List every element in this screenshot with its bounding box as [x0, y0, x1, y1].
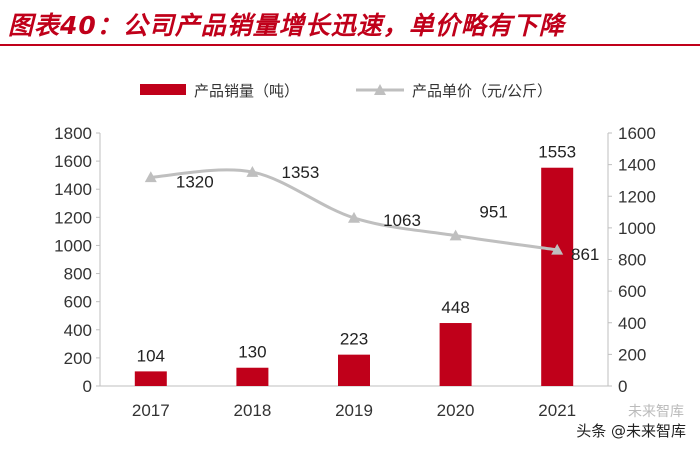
- right-tick-label: 800: [618, 251, 646, 270]
- right-tick-label: 1200: [618, 187, 656, 206]
- left-tick-label: 600: [64, 293, 92, 312]
- bar-value-label: 130: [238, 343, 266, 362]
- bar-value-label: 448: [441, 298, 469, 317]
- right-tick-label: 600: [618, 282, 646, 301]
- price-value-label: 1063: [383, 211, 421, 230]
- bar: [134, 371, 167, 386]
- price-value-label: 951: [479, 203, 507, 222]
- legend-line-marker: [374, 84, 386, 95]
- x-tick-label: 2021: [538, 401, 576, 420]
- bar: [236, 367, 269, 386]
- right-tick-label: 200: [618, 345, 646, 364]
- left-tick-label: 0: [83, 377, 92, 396]
- left-tick-label: 400: [64, 321, 92, 340]
- left-tick-label: 200: [64, 349, 92, 368]
- x-tick-label: 2020: [437, 401, 475, 420]
- price-value-label: 1353: [281, 163, 319, 182]
- watermark: 头条 @未来智库: [570, 418, 692, 443]
- right-tick-label: 1400: [618, 156, 656, 175]
- price-marker: [449, 229, 462, 241]
- price-value-label: 861: [571, 245, 599, 264]
- right-tick-label: 0: [618, 377, 627, 396]
- left-tick-label: 1200: [54, 208, 92, 227]
- right-tick-label: 400: [618, 314, 646, 333]
- right-tick-label: 1600: [618, 124, 656, 143]
- price-value-label: 1320: [176, 172, 214, 191]
- chart-title: 图表40：公司产品销量增长迅速，单价略有下降: [8, 11, 565, 40]
- x-tick-label: 2017: [132, 401, 170, 420]
- bar: [338, 354, 370, 386]
- legend-bar-swatch: [140, 84, 186, 95]
- left-tick-label: 1400: [54, 180, 92, 199]
- legend-line-label: 产品单价（元/公斤）: [412, 82, 552, 100]
- x-tick-label: 2019: [335, 401, 373, 420]
- price-marker: [348, 211, 360, 223]
- legend-bar-label: 产品销量（吨）: [194, 82, 299, 100]
- left-tick-label: 1600: [54, 152, 92, 171]
- watermark-faint: 未来智库: [628, 404, 684, 420]
- bar-value-label: 104: [137, 346, 165, 365]
- right-tick-label: 1000: [618, 219, 656, 238]
- price-marker: [551, 243, 564, 255]
- x-tick-label: 2018: [233, 401, 271, 420]
- left-tick-label: 800: [64, 265, 92, 284]
- bar: [541, 167, 574, 386]
- title-bar: 图表40：公司产品销量增长迅速，单价略有下降: [0, 0, 700, 46]
- bar-value-label: 223: [340, 330, 368, 349]
- left-tick-label: 1800: [54, 124, 92, 143]
- price-marker: [144, 171, 157, 183]
- bar: [439, 323, 472, 386]
- bar-value-label: 1553: [538, 143, 576, 162]
- price-marker: [246, 166, 259, 177]
- left-tick-label: 1000: [54, 236, 92, 255]
